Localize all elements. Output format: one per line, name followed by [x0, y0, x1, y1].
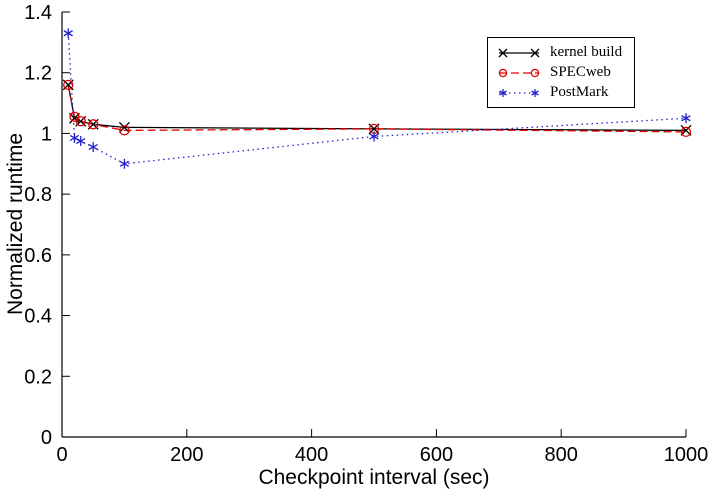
x-marker-icon: [530, 48, 540, 57]
legend-sample-icon: [496, 66, 542, 80]
x-tick-label: 1000: [664, 444, 708, 466]
asterisk-marker-icon: [76, 137, 86, 145]
y-tick-label: 0.8: [24, 184, 52, 206]
legend-sample-svg: [498, 68, 540, 77]
x-marker-icon: [118, 121, 130, 133]
legend-item-specweb: SPECweb: [496, 63, 622, 82]
asterisk-marker-icon: [88, 144, 98, 151]
x-tick-label: 800: [545, 444, 578, 466]
y-axis-label: Normalized runtime: [4, 132, 27, 316]
asterisk-marker-icon: [499, 89, 507, 96]
x-marker-icon: [498, 48, 508, 57]
asterisk-marker-icon: [69, 134, 80, 142]
legend-label: SPECweb: [550, 64, 611, 80]
asterisk-marker-icon: [681, 115, 691, 122]
x-tick-label: 0: [56, 444, 67, 466]
circle-marker-icon: [530, 68, 540, 77]
y-tick-label: 0: [41, 427, 52, 449]
legend-sample-icon: [496, 86, 542, 100]
circle-marker-icon: [75, 116, 86, 127]
legend-item-kernel-build: kernel build: [496, 43, 622, 62]
x-tick-label: 400: [295, 444, 328, 466]
legend-label: PostMark: [550, 84, 609, 100]
x-tick-label: 200: [170, 444, 203, 466]
x-tick-label: 600: [420, 444, 453, 466]
circle-marker-icon: [119, 125, 130, 136]
legend-label: kernel build: [550, 44, 623, 60]
asterisk-marker-icon: [63, 30, 73, 37]
y-tick-label: 1.2: [24, 63, 52, 85]
y-tick-label: 0.6: [24, 245, 52, 267]
y-tick-label: 1: [41, 123, 52, 145]
y-tick-label: 0.4: [24, 306, 52, 328]
y-tick-label: 1.4: [24, 2, 52, 24]
x-marker-icon: [69, 112, 80, 124]
circle-marker-icon: [63, 79, 74, 91]
circle-marker-icon: [680, 126, 692, 138]
legend-item-postmark: PostMark: [496, 83, 622, 102]
legend: kernel build SPECweb PostMark: [487, 37, 636, 108]
asterisk-marker-icon: [531, 89, 539, 96]
asterisk-marker-icon: [369, 133, 379, 140]
legend-sample-icon: [496, 46, 542, 60]
x-marker-icon: [680, 124, 692, 136]
y-tick-label: 0.2: [24, 366, 52, 388]
circle-marker-icon: [88, 119, 99, 130]
x-axis-label: Checkpoint interval (sec): [258, 466, 490, 489]
asterisk-marker-icon: [119, 160, 130, 167]
circle-marker-icon: [498, 68, 508, 77]
legend-sample-svg: [498, 48, 540, 57]
legend-sample-svg: [499, 88, 539, 97]
